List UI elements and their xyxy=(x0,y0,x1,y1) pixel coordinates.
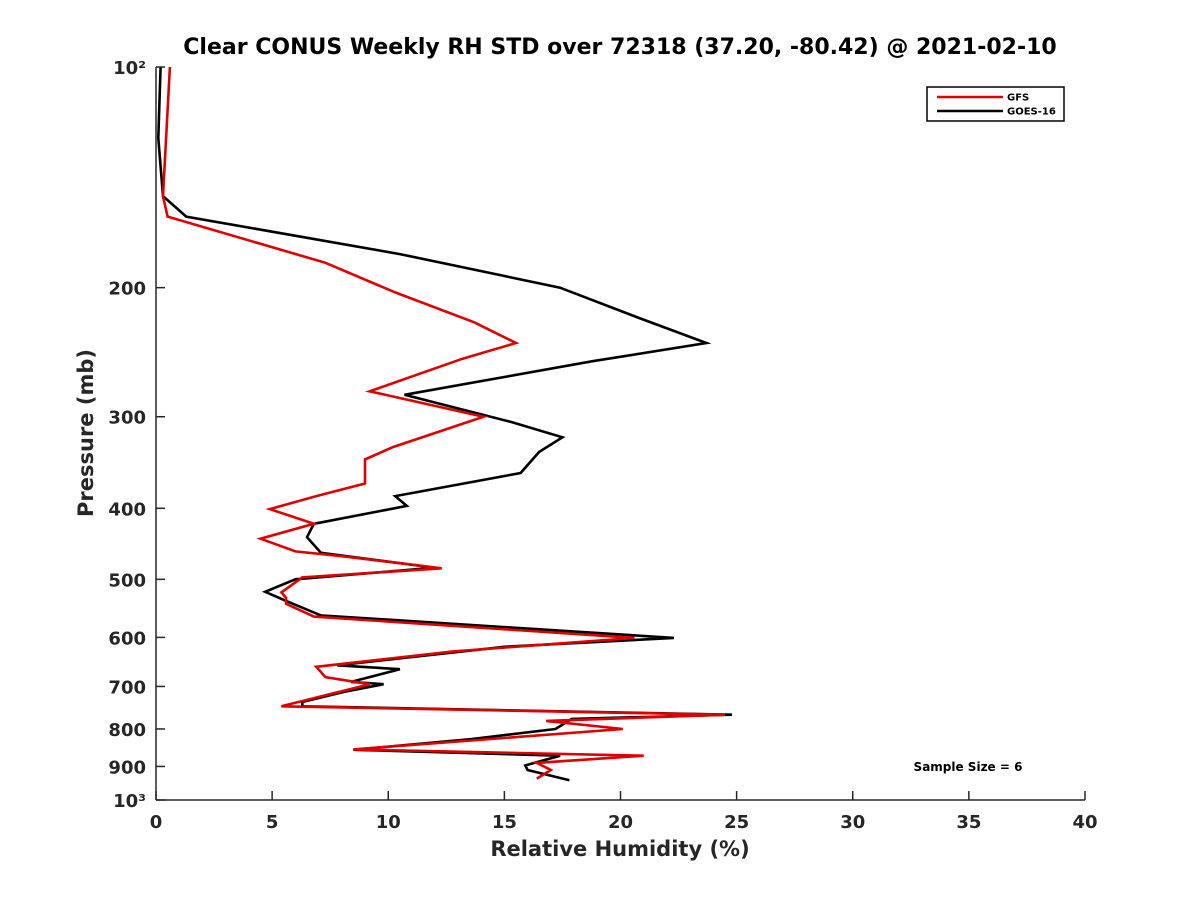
x-axis-label: Relative Humidity (%) xyxy=(490,837,749,861)
y-tick-label: 900 xyxy=(108,757,146,778)
series-line-gfs xyxy=(161,66,726,780)
y-axis-label: Pressure (mb) xyxy=(74,349,98,517)
x-tick-label: 0 xyxy=(150,812,163,833)
y-tick-label: 700 xyxy=(108,677,146,698)
legend-box xyxy=(926,86,1065,122)
y-tick-label: 200 xyxy=(108,279,146,300)
y-tick-label: 400 xyxy=(108,499,146,520)
y-tick-label: 10² xyxy=(113,58,146,79)
x-tick-label: 15 xyxy=(492,812,517,833)
chart-title: Clear CONUS Weekly RH STD over 72318 (37… xyxy=(183,35,1056,60)
plot-area: 0 5 10 15 20 25 30 35 40 10² 200 300 400 500 600 700 800… xyxy=(108,58,1097,833)
y-tick-label: 800 xyxy=(108,720,146,741)
y-tick-label: 600 xyxy=(108,628,146,649)
y-tick-label: 10³ xyxy=(113,791,146,812)
x-tick-label: 20 xyxy=(608,812,633,833)
legend: GFS GOES-16 xyxy=(926,86,1065,122)
y-tick-label: 500 xyxy=(108,570,146,591)
y-tick-label: 300 xyxy=(108,408,146,429)
legend-entry: GFS xyxy=(1007,93,1029,104)
x-tick-label: 25 xyxy=(724,812,749,833)
x-tick-label: 10 xyxy=(376,812,401,833)
x-tick-label: 35 xyxy=(956,812,981,833)
legend-entry: GOES-16 xyxy=(1007,107,1056,118)
sample-size-annotation: Sample Size = 6 xyxy=(914,760,1023,774)
x-tick-label: 5 xyxy=(266,812,279,833)
x-tick-label: 30 xyxy=(840,812,865,833)
x-tick-label: 40 xyxy=(1072,812,1097,833)
